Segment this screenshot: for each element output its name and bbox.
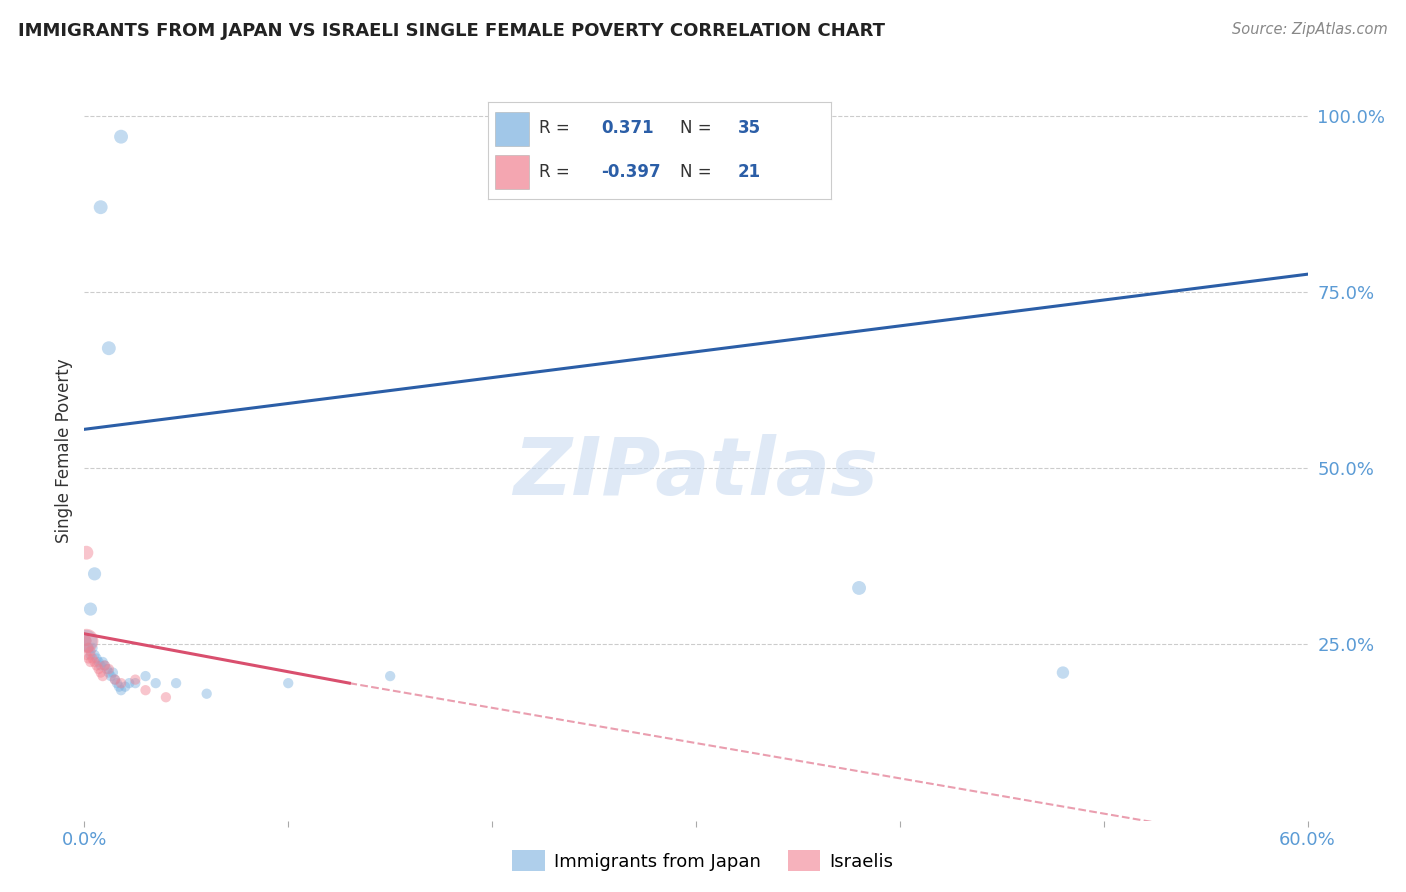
Point [86, 651, 108, 665]
Point [124, 676, 146, 690]
Point [79, 655, 101, 669]
Point [75, 546, 97, 560]
Point [87, 662, 110, 676]
Point [105, 676, 128, 690]
Legend: Immigrants from Japan, Israelis: Immigrants from Japan, Israelis [505, 843, 901, 879]
Point [97, 662, 120, 676]
Point [79, 602, 101, 616]
Text: ZIPatlas: ZIPatlas [513, 434, 879, 512]
Point [79, 648, 101, 662]
Point [104, 673, 127, 687]
Point [75, 633, 97, 648]
Point [104, 673, 127, 687]
Point [87, 655, 110, 669]
Point [97, 341, 120, 355]
Point [91, 655, 114, 669]
Point [75, 633, 97, 648]
Point [848, 581, 870, 595]
Point [83, 655, 105, 669]
Point [83, 566, 105, 581]
Point [79, 644, 101, 658]
Point [90, 665, 112, 680]
Point [124, 673, 146, 687]
Point [110, 683, 132, 698]
Point [155, 690, 177, 705]
Point [93, 658, 115, 673]
Point [108, 680, 131, 694]
Point [91, 669, 114, 683]
Point [83, 648, 105, 662]
Point [277, 676, 299, 690]
Text: IMMIGRANTS FROM JAPAN VS ISRAELI SINGLE FEMALE POVERTY CORRELATION CHART: IMMIGRANTS FROM JAPAN VS ISRAELI SINGLE … [18, 22, 886, 40]
Point [110, 676, 132, 690]
Point [90, 658, 112, 673]
Point [90, 200, 112, 214]
Point [145, 676, 167, 690]
Point [75, 633, 97, 648]
Point [82, 651, 104, 665]
Point [86, 658, 108, 673]
Point [82, 640, 104, 655]
Point [77, 651, 100, 665]
Point [101, 665, 124, 680]
Point [93, 658, 115, 673]
Point [100, 669, 122, 683]
Point [77, 640, 100, 655]
Point [195, 687, 218, 701]
Point [77, 640, 100, 655]
Point [380, 669, 402, 683]
Point [110, 129, 132, 144]
Point [75, 633, 97, 648]
Point [135, 683, 157, 698]
Point [118, 676, 141, 690]
Y-axis label: Single Female Poverty: Single Female Poverty [55, 359, 73, 542]
Point [165, 676, 187, 690]
Point [1052, 665, 1074, 680]
Point [97, 665, 120, 680]
Point [135, 669, 157, 683]
Point [75, 648, 97, 662]
Point [114, 680, 136, 694]
Point [96, 662, 118, 676]
Text: Source: ZipAtlas.com: Source: ZipAtlas.com [1232, 22, 1388, 37]
